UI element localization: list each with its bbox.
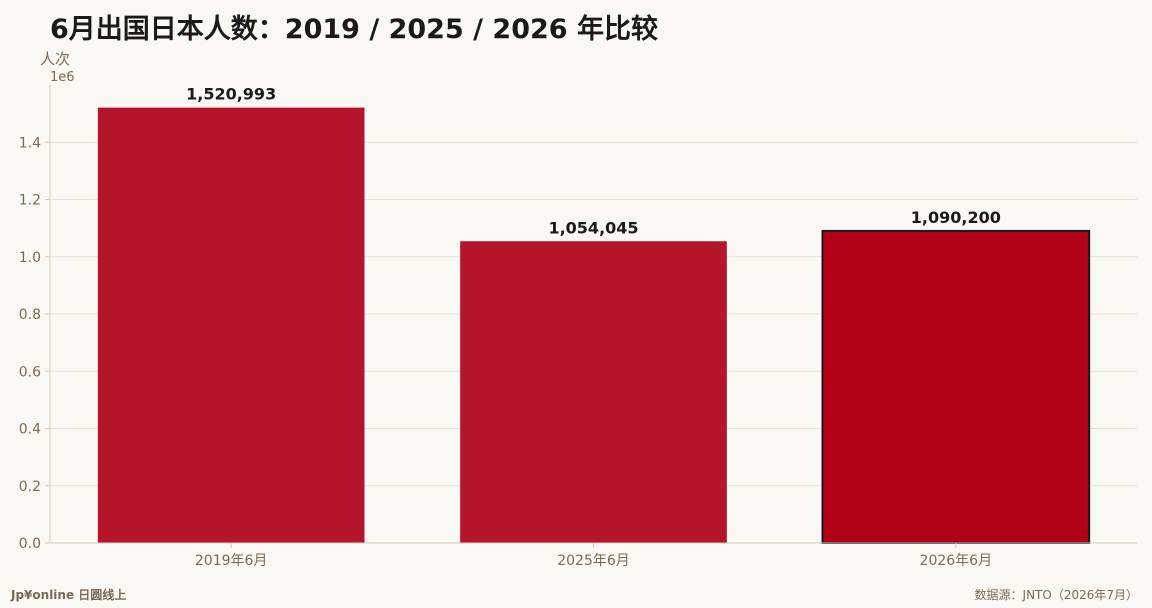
y-tick-label: 1.2 [19,193,41,209]
bar-1 [97,107,365,543]
y-axis-label: 人次 [40,50,70,68]
y-tick-label: 0.2 [19,479,41,495]
y-tick-label: 1.0 [19,250,41,266]
value-label: 1,090,200 [911,208,1001,227]
y-tick-label: 1.4 [19,135,41,151]
x-tick-label: 2025年6月 [557,553,630,569]
y-axis-offset-label: 1e6 [50,70,75,85]
footer-source: 数据源：JNTO（2026年7月） [974,588,1138,602]
y-axis-ticks: 0.0 0.2 0.4 0.6 0.8 1.0 1.2 1.4 [19,135,50,552]
chart-title: 6月出国日本人数：2019 / 2025 / 2026 年比较 [50,13,658,45]
x-tick-label: 2026年6月 [920,553,993,569]
y-tick-label: 0.8 [19,307,41,323]
bars: 1,520,993 1,054,045 1,090,200 [97,85,1091,545]
footer-brand: Jp¥online 日圆线上 [11,588,127,602]
y-tick-label: 0.4 [19,422,41,438]
bar-3 [821,229,1091,545]
y-tick-label: 0.6 [19,364,41,380]
x-tick-label: 2019年6月 [195,553,268,569]
axes [49,85,1137,544]
bar-chart: 6月出国日本人数：2019 / 2025 / 2026 年比较 人次 1e6 0… [19,13,1137,569]
bar-2 [460,241,727,544]
y-tick-label: 0.0 [19,536,41,552]
x-axis-ticks: 2019年6月 2025年6月 2026年6月 [195,543,992,569]
value-label: 1,054,045 [548,218,638,237]
value-label: 1,520,993 [186,85,276,104]
